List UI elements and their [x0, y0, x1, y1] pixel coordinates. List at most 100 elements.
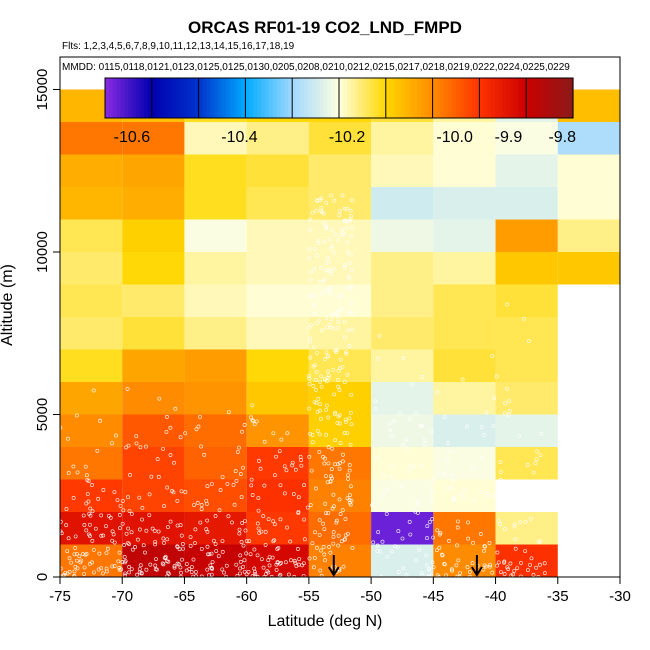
observation-point — [120, 521, 125, 526]
colorbar-segment — [335, 78, 340, 118]
observation-point — [75, 470, 80, 475]
heatmap-cell — [246, 219, 309, 252]
observation-point — [138, 445, 143, 450]
observation-point — [430, 498, 434, 503]
heatmap-cell — [308, 349, 372, 382]
heatmap-cell — [433, 284, 496, 317]
heatmap-cell — [246, 414, 309, 447]
observation-point — [408, 532, 413, 537]
observation-point — [330, 446, 335, 451]
observation-point — [329, 288, 333, 293]
observation-point — [348, 484, 353, 489]
observation-point — [84, 501, 89, 506]
marker-arrow-head — [327, 566, 340, 577]
observation-point — [334, 520, 339, 525]
heatmap-cell — [495, 447, 558, 480]
observation-point — [263, 542, 268, 547]
observation-point — [175, 544, 180, 549]
observation-point — [316, 318, 321, 323]
observation-point — [101, 488, 106, 492]
observation-point — [168, 425, 173, 430]
observation-point — [220, 567, 225, 572]
observation-point — [327, 237, 332, 242]
heatmap-cell — [557, 252, 620, 285]
observation-point — [296, 509, 301, 514]
observation-point — [226, 514, 231, 519]
observation-point — [330, 476, 334, 481]
observation-point — [317, 518, 322, 523]
heatmap-cell — [433, 219, 496, 252]
y-tick-label: 0 — [34, 573, 51, 581]
colorbar-segment — [401, 78, 406, 118]
observation-point — [491, 424, 496, 429]
observation-point — [252, 547, 257, 552]
observation-point — [415, 510, 420, 515]
colorbar-segment — [245, 78, 250, 118]
observation-point — [344, 206, 349, 211]
observation-point — [243, 528, 248, 533]
colorbar-segment — [241, 78, 246, 118]
colorbar-segment — [214, 78, 219, 118]
colorbar-segment — [257, 78, 262, 118]
observation-point — [449, 567, 454, 572]
observation-point — [64, 523, 69, 528]
observation-point — [277, 561, 282, 566]
observation-point — [239, 540, 244, 544]
observation-point — [88, 506, 93, 511]
observation-point — [127, 542, 131, 547]
heatmap-cell — [557, 154, 620, 187]
marker-arrow-head — [471, 566, 483, 577]
colorbar-segment — [448, 78, 453, 118]
observation-point — [91, 547, 96, 552]
observation-point — [75, 551, 79, 556]
observation-point — [332, 251, 337, 256]
heatmap-cell — [371, 187, 434, 220]
observation-point — [113, 433, 118, 438]
observation-point — [427, 520, 432, 525]
observation-point — [279, 437, 284, 442]
heatmap-cell — [557, 122, 620, 155]
observation-point — [189, 570, 194, 575]
observation-point — [64, 506, 69, 511]
observation-point — [238, 559, 243, 564]
colorbar-segment — [315, 78, 321, 118]
observation-point — [334, 310, 339, 315]
heatmap-cell — [371, 512, 434, 545]
observation-point — [506, 567, 511, 571]
observation-point — [490, 570, 495, 575]
observation-point — [437, 545, 442, 550]
observation-point — [198, 414, 202, 419]
observation-point — [420, 374, 425, 379]
observation-point — [525, 463, 530, 467]
observation-point — [241, 543, 246, 548]
colorbar-segment — [417, 78, 422, 118]
observation-point — [100, 571, 105, 576]
observation-point — [124, 445, 129, 450]
colorbar-segment — [167, 78, 172, 118]
observation-point — [442, 472, 447, 477]
observation-point — [414, 558, 418, 563]
heatmap-cell — [122, 479, 185, 512]
y-tick-label: 10000 — [34, 231, 51, 273]
heatmap-cell — [60, 382, 123, 415]
observation-point — [153, 563, 158, 568]
colorbar-segment — [183, 78, 188, 118]
observation-point — [254, 419, 259, 424]
observation-point — [373, 399, 378, 404]
observation-point — [316, 396, 321, 401]
observation-point — [165, 485, 170, 490]
colorbar-segment — [506, 78, 512, 118]
heatmap-cell — [60, 284, 123, 317]
observation-point — [404, 437, 409, 442]
heatmap-cell — [557, 219, 620, 252]
observation-point — [377, 333, 382, 338]
observation-point — [82, 522, 87, 527]
observation-point — [238, 571, 242, 576]
observation-point — [202, 452, 207, 457]
observation-point — [79, 558, 84, 563]
observation-point — [84, 528, 89, 533]
observation-point — [307, 227, 312, 232]
observation-point — [284, 468, 289, 473]
observation-point — [117, 565, 122, 570]
